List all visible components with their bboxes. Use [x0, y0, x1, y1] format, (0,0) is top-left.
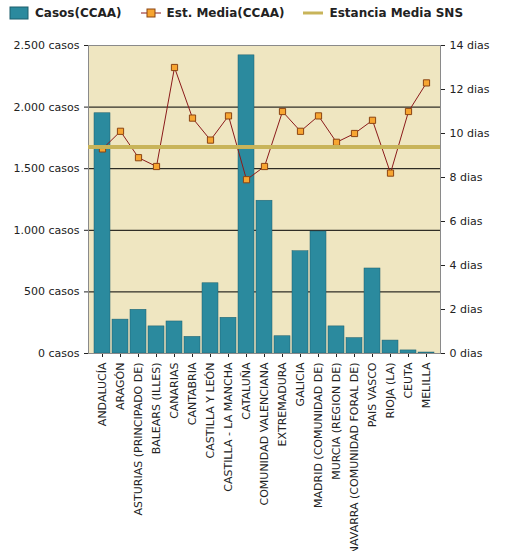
html-text:Estancia Media SNS: Estancia Media SNS	[329, 5, 464, 20]
svg-text:MELILLA: MELILLA	[420, 362, 433, 408]
svg-text:2 dias: 2 dias	[450, 303, 483, 316]
svg-text:EXTREMADURA: EXTREMADURA	[276, 362, 289, 446]
svg-text:MURCIA (REGION DE): MURCIA (REGION DE)	[330, 363, 343, 480]
svg-text:PAIS VASCO: PAIS VASCO	[366, 362, 379, 427]
svg-text:10 dias: 10 dias	[450, 127, 490, 140]
svg-text:1.000 casos: 1.000 casos	[14, 224, 80, 237]
svg-text:CANARIAS: CANARIAS	[168, 362, 181, 418]
svg-text:0 casos: 0 casos	[38, 347, 80, 360]
svg-text:MADRID (COMUNIDAD DE): MADRID (COMUNIDAD DE)	[312, 363, 325, 508]
html-text:Casos(CCAA): Casos(CCAA)	[35, 5, 122, 20]
svg-text:BALEARS (ILLES): BALEARS (ILLES)	[150, 363, 163, 455]
svg-text:GALICIA: GALICIA	[294, 362, 307, 406]
svg-text:CATALUÑA: CATALUÑA	[240, 362, 253, 420]
svg-text:ARAGÓN: ARAGÓN	[114, 363, 127, 410]
svg-text:CANTABRIA: CANTABRIA	[186, 362, 199, 425]
svg-text:2.500 casos: 2.500 casos	[14, 39, 80, 52]
svg-text:4 dias: 4 dias	[450, 259, 483, 272]
svg-text:0 dias: 0 dias	[450, 347, 483, 360]
html-text:Est. Media(CCAA): Est. Media(CCAA)	[166, 5, 285, 20]
svg-text:8 dias: 8 dias	[450, 171, 483, 184]
svg-text:RIOJA (LA): RIOJA (LA)	[384, 363, 397, 419]
svg-text:NAVARRA (COMUNIDAD FORAL DE): NAVARRA (COMUNIDAD FORAL DE)	[348, 363, 361, 551]
svg-text:CEUTA: CEUTA	[402, 362, 415, 399]
svg-text:COMUNIDAD VALENCIANA: COMUNIDAD VALENCIANA	[258, 362, 271, 505]
svg-text:12 dias: 12 dias	[450, 83, 490, 96]
svg-text:500 casos: 500 casos	[24, 285, 80, 298]
svg-text:ASTURIAS (PRINCIPADO DE): ASTURIAS (PRINCIPADO DE)	[132, 363, 145, 516]
svg-text:2.000 casos: 2.000 casos	[14, 101, 80, 114]
svg-text:CASTILLA Y LEÓN: CASTILLA Y LEÓN	[204, 363, 217, 459]
svg-text:CASTILLA - LA MANCHA: CASTILLA - LA MANCHA	[222, 362, 235, 492]
svg-text:6 dias: 6 dias	[450, 215, 483, 228]
svg-text:14 dias: 14 dias	[450, 39, 490, 52]
svg-text:ANDALUCÍA: ANDALUCÍA	[96, 362, 109, 426]
svg-text:1.500 casos: 1.500 casos	[14, 162, 80, 175]
